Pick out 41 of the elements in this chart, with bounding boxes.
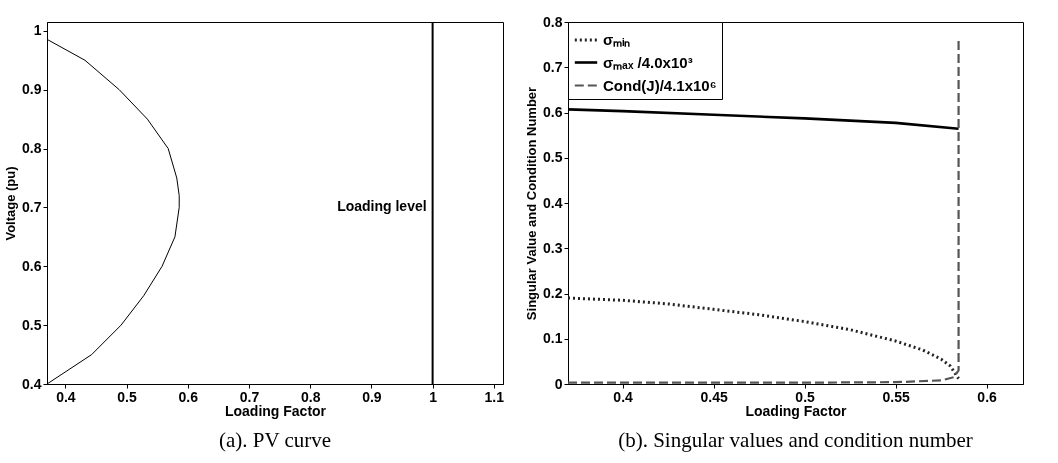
line-series — [568, 296, 961, 381]
y-tick-label: 1 — [33, 22, 42, 39]
y-tick-label: 0.8 — [543, 13, 563, 30]
x-tick-label: 0.55 — [882, 388, 910, 405]
legend-label: σₘₐₓ /4.0x10³ — [603, 53, 693, 71]
y-axis-title: Singular Value and Condition Number — [524, 86, 540, 321]
x-tick-label: 0.6 — [977, 388, 998, 405]
line-series — [568, 108, 960, 131]
x-tick-label: 0.45 — [700, 388, 728, 405]
x-tick-label: 1.1 — [484, 388, 505, 405]
y-tick-label: 0.3 — [543, 239, 563, 256]
x-tick-label: 0.5 — [795, 388, 816, 405]
legend-label: Cond(J)/4.1x10⁶ — [603, 76, 717, 94]
y-tick-label: 0.6 — [543, 104, 563, 120]
x-tick-label: 0.5 — [117, 388, 138, 405]
y-tick-label: 0.9 — [22, 81, 42, 98]
legend-label: σₘᵢₙ — [603, 31, 631, 48]
y-tick-label: 0.8 — [22, 140, 42, 157]
x-axis-title: Loading Factor — [745, 402, 848, 419]
y-tick-label: 0.4 — [543, 194, 563, 211]
y-tick-label: 0.6 — [22, 257, 42, 274]
y-tick-label: 0.7 — [543, 58, 563, 75]
y-tick-label: 0.5 — [543, 149, 563, 166]
y-tick-label: 0.2 — [543, 285, 563, 301]
y-tick-label: 0.1 — [543, 330, 563, 347]
y-axis-title: Voltage (pu) — [3, 166, 19, 241]
y-tick-label: 0.4 — [22, 375, 42, 392]
x-tick-label: 0.7 — [239, 388, 260, 405]
y-tick-label: 0.5 — [22, 316, 42, 333]
ref-line-label: Loading level — [337, 197, 427, 214]
x-tick-label: 1 — [429, 388, 438, 405]
x-tick-label: 0.4 — [613, 388, 634, 405]
y-tick-label: 0.7 — [22, 198, 42, 215]
x-tick-label: 0.8 — [300, 388, 321, 405]
y-tick-label: 0 — [554, 375, 563, 392]
x-tick-label: 0.9 — [362, 388, 382, 405]
x-tick-label: 0.6 — [178, 388, 199, 405]
text: (b). Singular values and condition number — [618, 428, 973, 452]
x-axis-title: Loading Factor — [224, 402, 327, 419]
text: (a). PV curve — [218, 428, 332, 452]
x-tick-label: 0.4 — [56, 388, 76, 405]
